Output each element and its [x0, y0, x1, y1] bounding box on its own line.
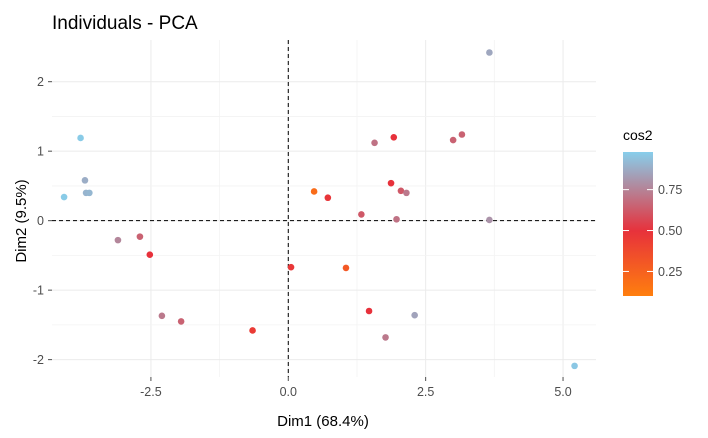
data-point — [571, 362, 578, 370]
x-tick-label: 2.5 — [417, 385, 434, 399]
data-point — [403, 189, 410, 197]
y-axis: -2 -1 0 1 2 — [33, 75, 52, 367]
data-point — [136, 233, 144, 240]
y-axis-title: Dim2 (9.5%) — [13, 179, 30, 262]
data-point — [81, 177, 89, 184]
y-tick-label: 2 — [37, 75, 44, 89]
data-point — [390, 133, 398, 141]
x-axis: -2.5 0.0 2.5 5.0 — [140, 377, 572, 399]
data-point — [60, 193, 68, 201]
data-point — [393, 215, 400, 223]
x-tick-label: 5.0 — [554, 385, 571, 399]
data-point — [486, 216, 493, 224]
data-point — [177, 318, 185, 325]
data-point — [114, 236, 122, 244]
data-point — [324, 194, 332, 202]
data-point — [86, 189, 93, 197]
legend-tick-label: 0.50 — [658, 224, 682, 238]
data-point — [77, 134, 84, 142]
data-point — [310, 188, 318, 195]
y-tick-label: 0 — [37, 214, 44, 228]
data-point — [449, 136, 457, 144]
reference-lines — [52, 40, 596, 377]
data-point — [411, 311, 418, 319]
data-point — [458, 131, 466, 138]
grid — [52, 40, 596, 377]
data-point — [387, 179, 395, 187]
data-points — [60, 49, 578, 370]
chart-title: Individuals - PCA — [52, 13, 198, 34]
legend-colorbar — [623, 152, 653, 296]
y-tick-label: -1 — [33, 284, 44, 298]
data-point — [397, 187, 405, 195]
legend: cos2 0.25 0.50 0.75 — [623, 127, 682, 296]
data-point — [249, 327, 256, 334]
data-point — [146, 251, 154, 259]
data-point — [358, 211, 365, 218]
x-tick-label: 0.0 — [280, 385, 297, 399]
data-point — [365, 307, 373, 315]
y-tick-label: 1 — [37, 145, 44, 159]
plot-panel — [52, 40, 596, 377]
x-tick-label: -2.5 — [140, 385, 162, 399]
data-point — [382, 334, 389, 341]
y-tick-label: -2 — [33, 353, 44, 367]
legend-tick-label: 0.75 — [658, 183, 682, 197]
legend-ticks: 0.25 0.50 0.75 — [623, 183, 682, 279]
data-point — [158, 312, 166, 320]
legend-tick-label: 0.25 — [658, 265, 682, 279]
legend-title: cos2 — [623, 127, 653, 143]
data-point — [287, 263, 295, 271]
data-point — [371, 139, 378, 147]
data-point — [342, 264, 350, 272]
data-point — [486, 49, 493, 56]
x-axis-title: Dim1 (68.4%) — [277, 413, 369, 430]
